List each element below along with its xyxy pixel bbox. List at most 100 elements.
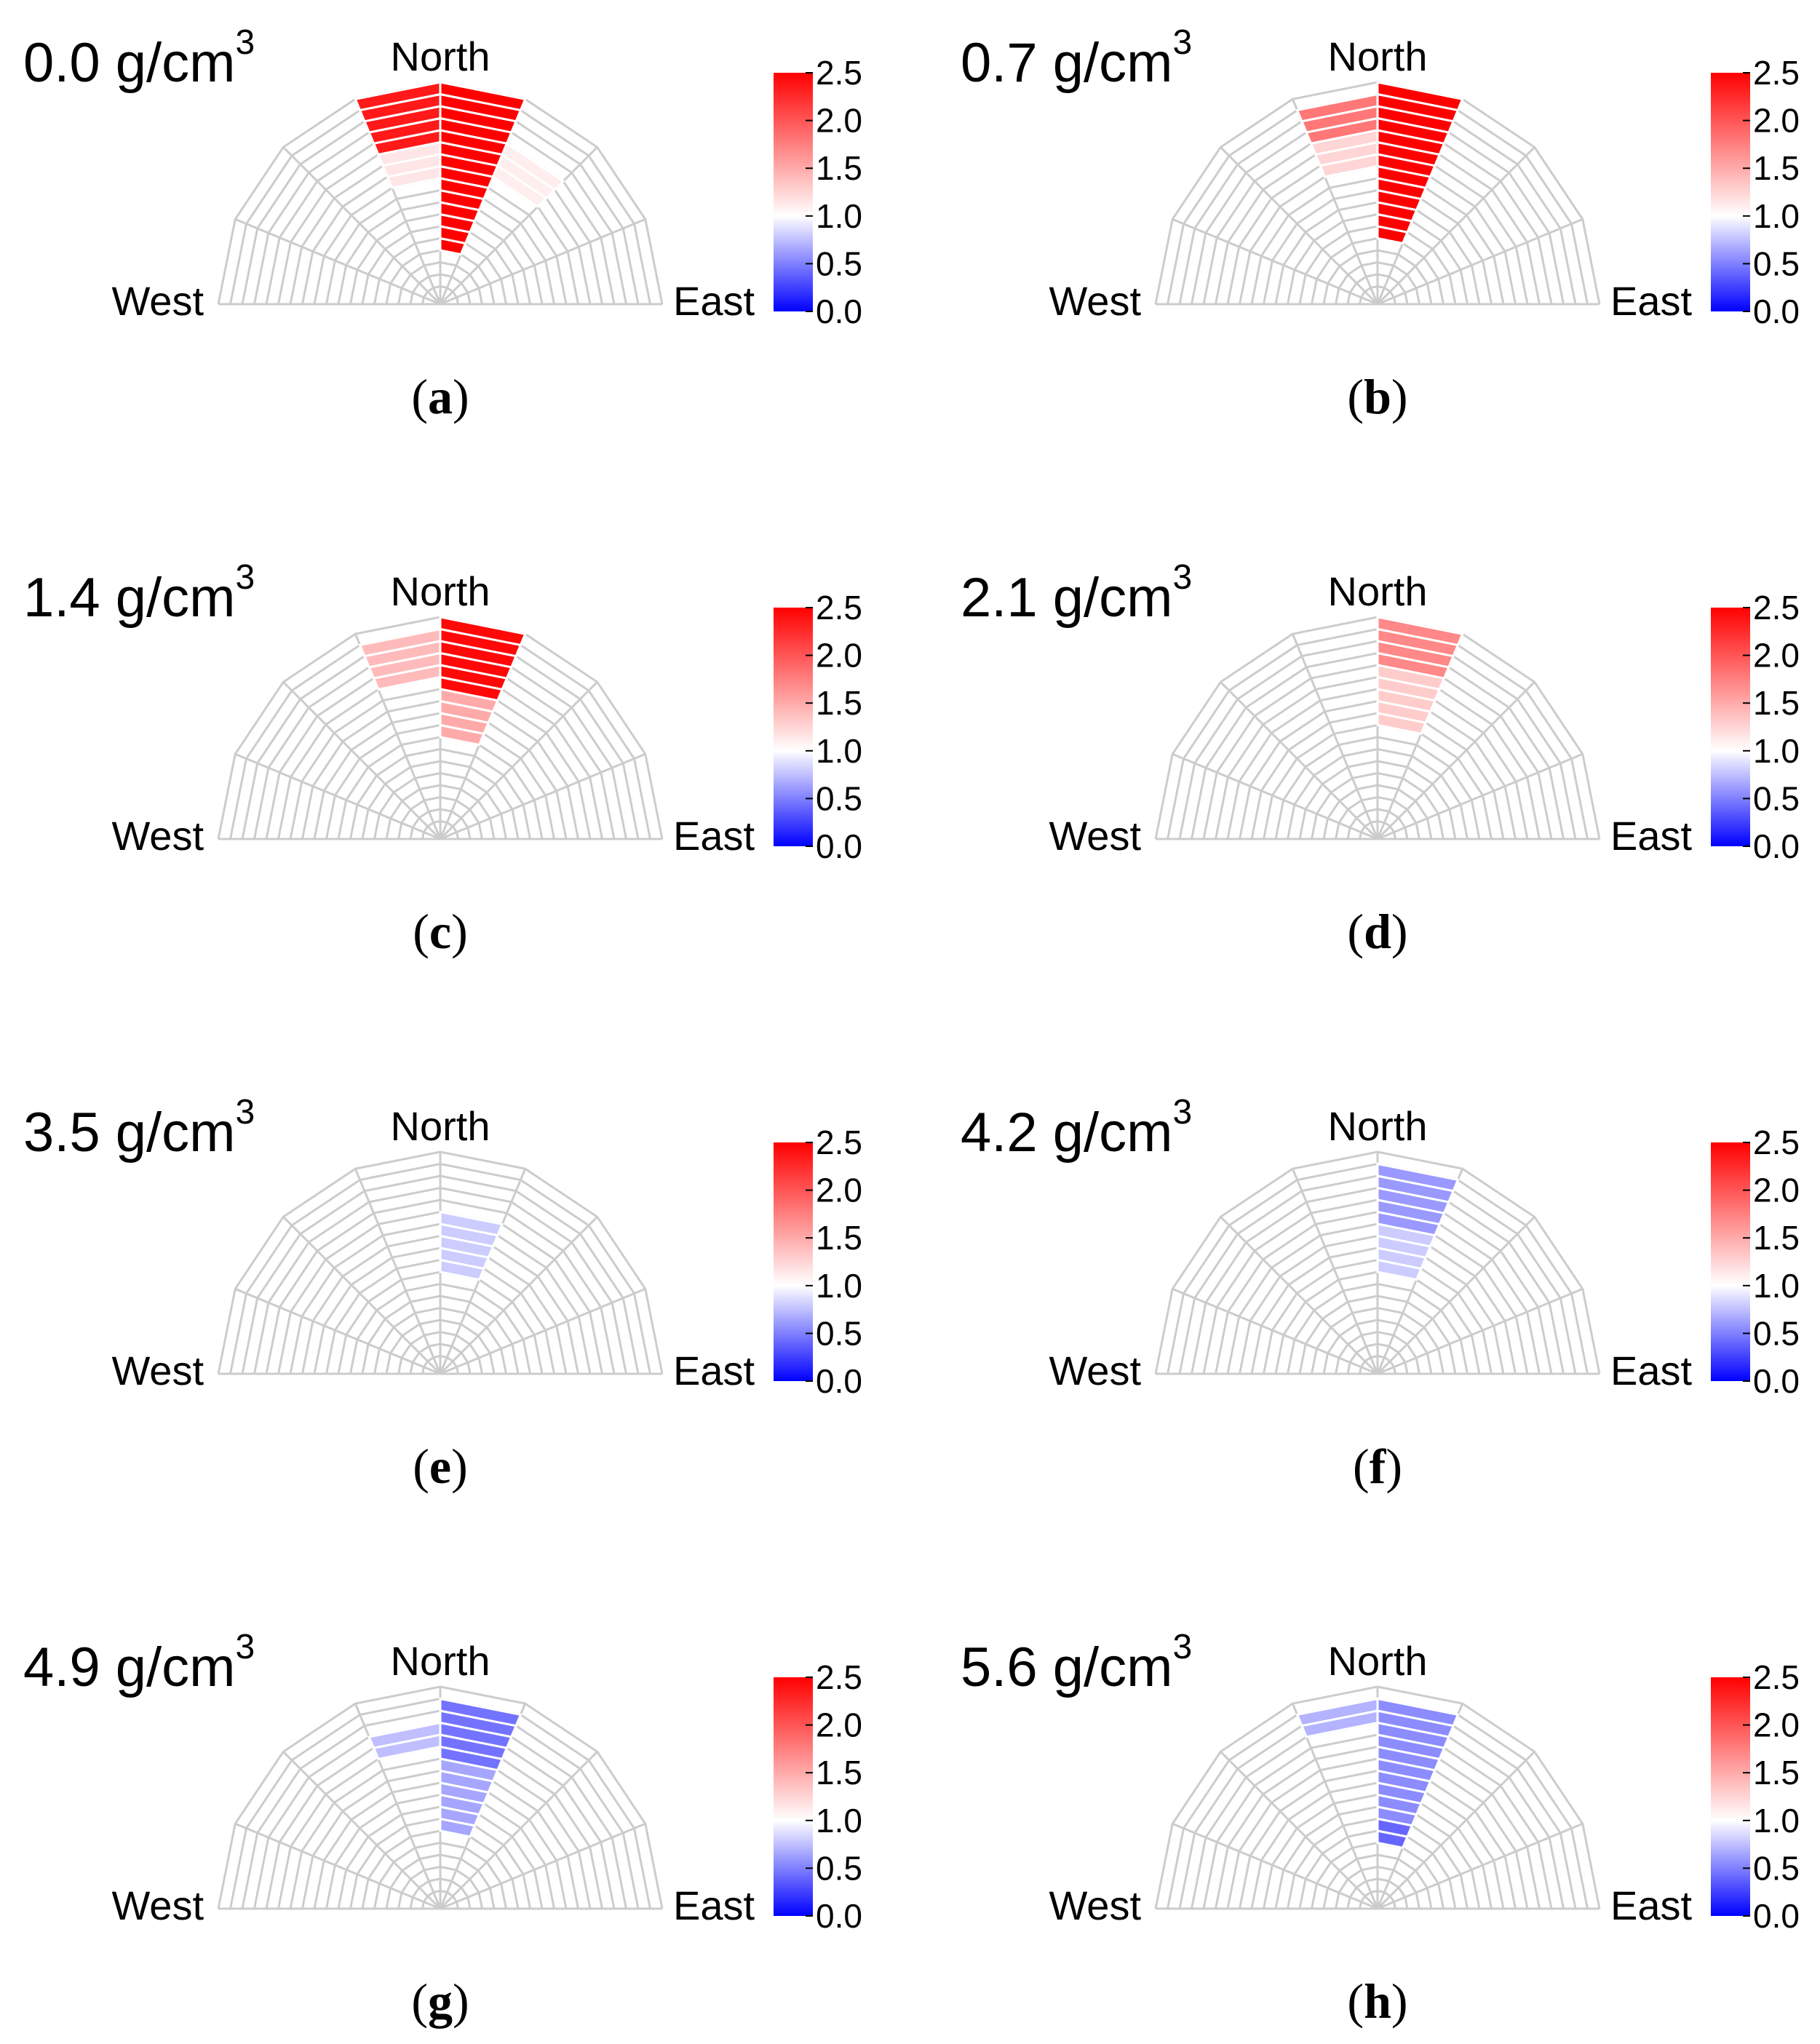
colorbar-gradient (774, 1677, 813, 1916)
colorbar-tick-label: 2.5 (816, 1124, 862, 1161)
heat-cells (439, 1210, 504, 1281)
colorbar-tick-label: 1.5 (1753, 1219, 1800, 1257)
caption-letter: e (429, 1439, 451, 1494)
west-label: West (1049, 813, 1141, 859)
colorbar-tick-label: 1.0 (1753, 1267, 1800, 1305)
panel-caption: (c) (413, 904, 468, 959)
grid-spoke (1377, 1822, 1583, 1910)
title-value: 0.0 g/cm (23, 32, 235, 94)
colorbar-gradient (1711, 73, 1750, 311)
colorbar-tick-label: 0.5 (1753, 1314, 1800, 1352)
colorbar-tick-label: 2.5 (1753, 54, 1800, 92)
panel-title: 0.0 g/cm3 (23, 23, 255, 94)
grid-spoke (439, 146, 598, 306)
colorbar-tick-label: 0.5 (1753, 779, 1800, 817)
heat-cell-nne (439, 1757, 499, 1783)
panel-caption: (h) (1347, 1973, 1407, 2029)
grid-spoke (440, 1287, 646, 1375)
colorbar-tick-label: 0.5 (1753, 244, 1800, 282)
west-label: West (111, 278, 204, 324)
colorbar-tick-label: 1.5 (816, 1219, 862, 1257)
colorbar-tick-label: 1.0 (816, 1267, 862, 1305)
caption-letter: b (1364, 369, 1391, 424)
grid-spoke (354, 1168, 442, 1375)
north-label: North (391, 1638, 490, 1684)
panel-caption: (b) (1347, 369, 1407, 424)
heat-cells (1295, 1697, 1460, 1850)
grid-spoke (282, 146, 442, 306)
caption-letter: a (428, 369, 453, 424)
west-label: West (111, 1882, 204, 1928)
colorbar-tick-label: 1.5 (816, 1754, 862, 1792)
caption-letter: f (1370, 1439, 1387, 1494)
title-superscript: 3 (235, 23, 255, 62)
panel-g: 4.9 g/cm3 North West East 2.5 2.0 1.5 1.0 0.5 0.0… (23, 1628, 862, 2029)
colorbar-gradient (774, 73, 813, 311)
colorbar-tick-label: 2.0 (1753, 1706, 1800, 1744)
north-label: North (1328, 1103, 1428, 1149)
panel-title: 0.7 g/cm3 (961, 23, 1192, 94)
colorbar-gradient (774, 1142, 813, 1381)
colorbar: 2.5 2.0 1.5 1.0 0.5 0.0 (1711, 1658, 1800, 1935)
heat-cells (1376, 1162, 1460, 1281)
north-label: North (391, 568, 490, 614)
caption-letter: g (428, 1973, 453, 2029)
grid-spoke (439, 1751, 598, 1910)
colorbar-tick-label: 1.0 (816, 197, 862, 235)
colorbar-tick-label: 2.5 (816, 589, 862, 627)
panel-caption: (a) (411, 369, 469, 424)
grid-spoke (1376, 1216, 1535, 1375)
heat-cell-nne (1376, 81, 1464, 112)
grid-spoke (440, 752, 646, 840)
panel-d: 2.1 g/cm3 North West East 2.5 2.0 1.5 1.0 0.5 0.0… (961, 558, 1800, 959)
heat-cell-nne (439, 81, 527, 112)
grid-spoke (1172, 1822, 1378, 1910)
colorbar-tick-label: 2.0 (816, 102, 862, 140)
north-label: North (1328, 1638, 1428, 1684)
grid-spoke (1220, 1751, 1379, 1910)
grid-spoke (282, 1216, 442, 1375)
panel-a: 0.0 g/cm3 North West East 2.5 2.0 1.5 1.0 0.5 0.0… (23, 23, 862, 424)
heat-cell-nne (1376, 616, 1464, 647)
colorbar-tick-label: 1.0 (1753, 197, 1800, 235)
title-value: 1.4 g/cm (23, 567, 235, 629)
west-label: West (111, 813, 204, 859)
panel-b: 0.7 g/cm3 North West East 2.5 2.0 1.5 1.0 0.5 0.0… (961, 23, 1800, 424)
east-label: East (1610, 1882, 1692, 1928)
grid-spoke (234, 752, 441, 840)
heat-cells (358, 616, 527, 747)
colorbar-gradient (1711, 608, 1750, 846)
colorbar: 2.5 2.0 1.5 1.0 0.5 0.0 (1711, 589, 1800, 865)
colorbar-tick-label: 1.0 (816, 732, 862, 770)
colorbar-gradient (1711, 1142, 1750, 1381)
colorbar-tick-label: 0.5 (816, 244, 862, 282)
east-label: East (1610, 1348, 1692, 1393)
heat-cells (354, 81, 565, 256)
east-label: East (1610, 278, 1692, 324)
heat-cell-nne (439, 1210, 504, 1237)
panel-title: 4.2 g/cm3 (961, 1093, 1192, 1164)
grid-spoke (234, 218, 441, 306)
grid-spoke (440, 218, 646, 306)
heat-cell-nne (1376, 1222, 1436, 1248)
title-value: 4.2 g/cm (961, 1102, 1172, 1164)
west-label: West (1049, 1348, 1141, 1393)
title-value: 0.7 g/cm (961, 32, 1172, 94)
colorbar-tick-label: 2.0 (1753, 637, 1800, 675)
colorbar-tick-label: 1.5 (816, 684, 862, 722)
colorbar-tick-label: 2.0 (1753, 1172, 1800, 1209)
panel-title: 1.4 g/cm3 (23, 558, 255, 629)
colorbar: 2.5 2.0 1.5 1.0 0.5 0.0 (1711, 54, 1800, 330)
grid-spoke (234, 1822, 441, 1910)
colorbar-tick-label: 1.0 (1753, 1802, 1800, 1840)
east-label: East (1610, 813, 1692, 859)
heat-cell-nne (439, 1697, 522, 1727)
grid-spoke (1377, 1287, 1583, 1375)
west-label: West (1049, 1882, 1141, 1928)
east-label: East (673, 1348, 755, 1393)
title-superscript: 3 (235, 1093, 255, 1132)
title-superscript: 3 (1172, 1093, 1192, 1132)
north-label: North (391, 33, 490, 79)
panel-f: 4.2 g/cm3 North West East 2.5 2.0 1.5 1.0 0.5 0.0… (961, 1093, 1800, 1494)
title-superscript: 3 (1172, 23, 1192, 62)
